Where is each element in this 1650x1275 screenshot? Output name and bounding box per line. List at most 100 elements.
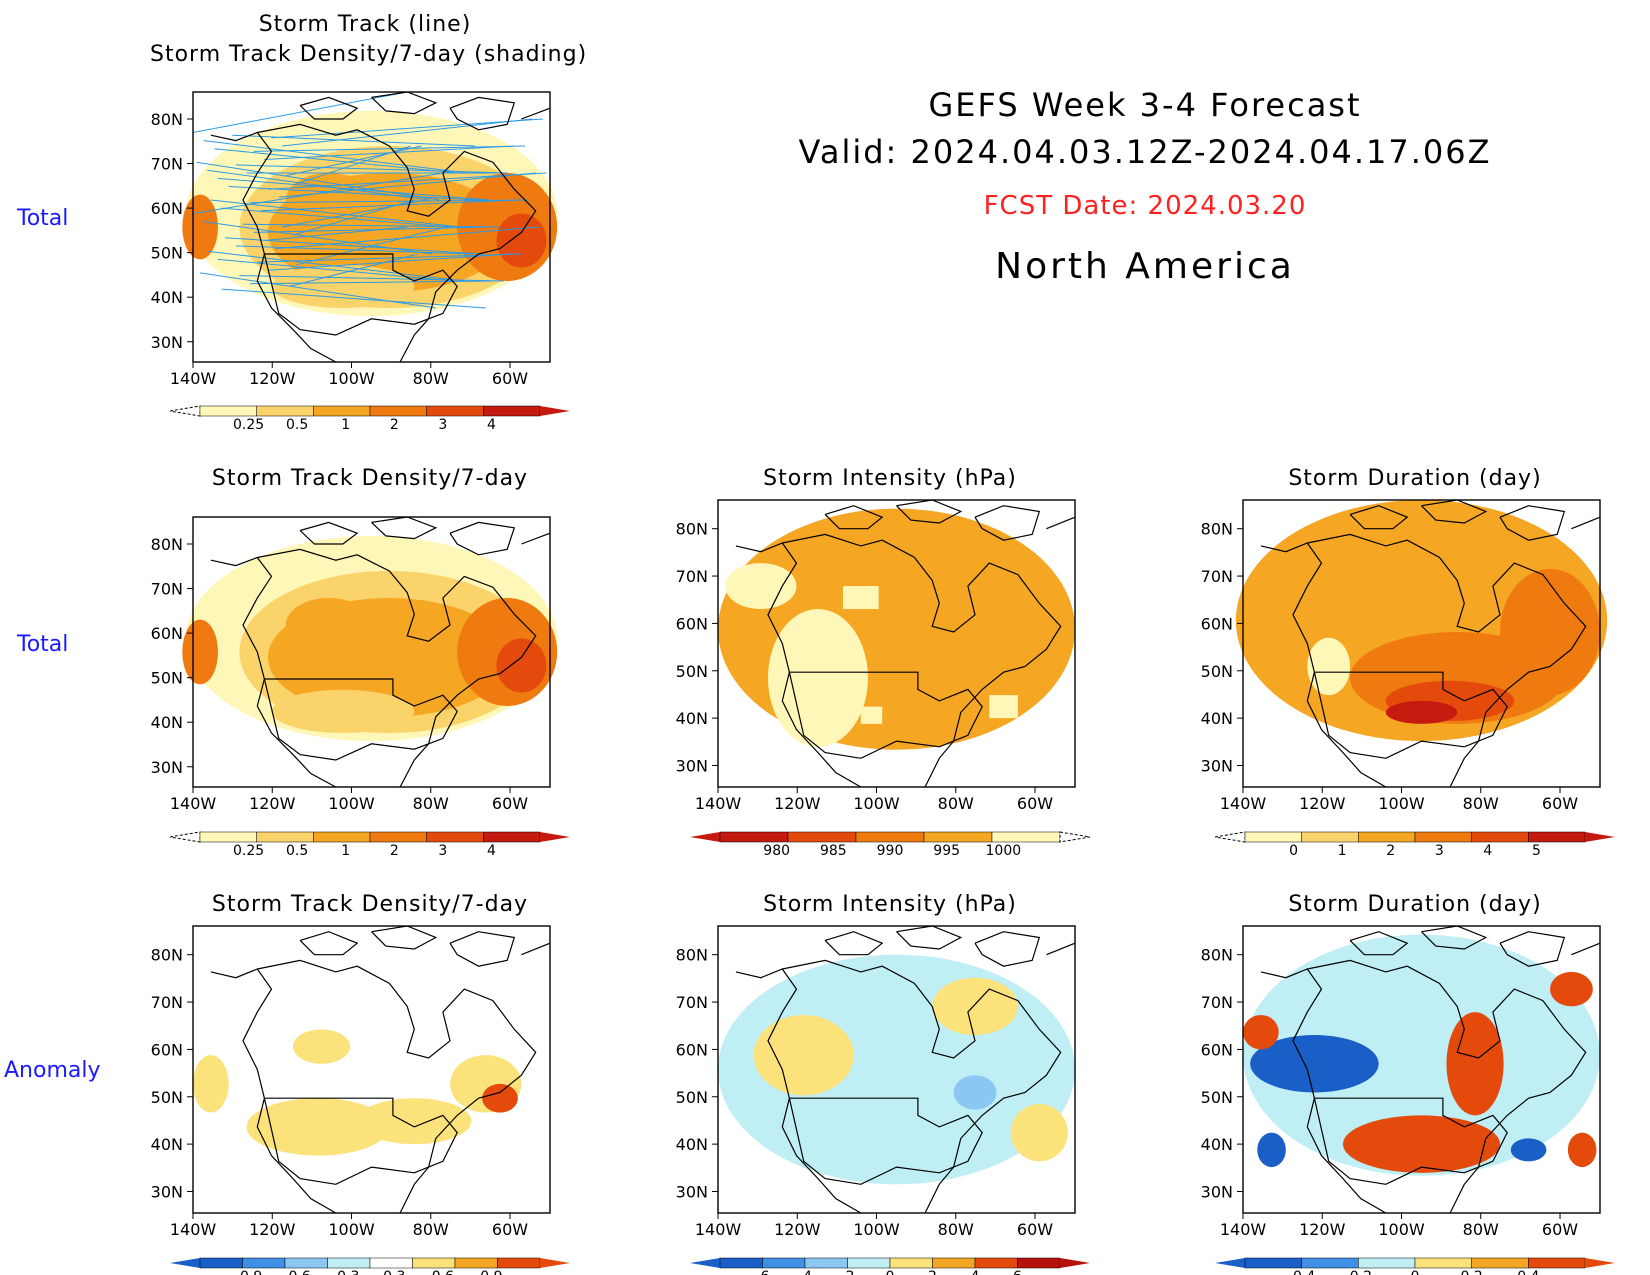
colorbar-label: 0.5: [286, 417, 308, 433]
colorbar-label: -0.6: [283, 1269, 310, 1275]
lat-tick-label: 40N: [676, 1135, 708, 1154]
lat-tick-label: 50N: [676, 1088, 708, 1107]
lon-tick-label: 120W: [1299, 1220, 1346, 1239]
colorbar-swatch: [847, 1257, 891, 1269]
storm-track-line: [282, 199, 426, 228]
shading-region: [1500, 568, 1600, 696]
map-frame: [192, 925, 551, 1214]
colorbar-arrow-right: [1585, 1258, 1615, 1268]
lat-tick-label: 30N: [151, 1182, 183, 1201]
colorbar-swatch: [497, 1257, 541, 1269]
storm-track-line: [250, 199, 529, 204]
colorbar-arrow-left: [1215, 1258, 1245, 1268]
lon-tick-label: 120W: [249, 369, 296, 388]
lon-tick-label: 60W: [492, 1220, 528, 1239]
coastline: [1571, 942, 1601, 956]
colorbar-label: 0: [1289, 843, 1298, 859]
colorbar-label: -2: [841, 1269, 855, 1275]
lon-tick-label: 120W: [249, 794, 296, 813]
colorbar-swatch: [719, 1257, 763, 1269]
lat-tick-label: 60N: [676, 614, 708, 633]
storm-track-line: [264, 226, 408, 241]
coastline: [1421, 925, 1488, 950]
map-duration-total: 80N 70N 60N 50N 40N 30N 140W 120W 100W 80W 60W: [1201, 499, 1608, 813]
shading-region: [932, 977, 1018, 1036]
coastline: [210, 556, 337, 788]
colorbar-arrow-left: [170, 831, 201, 843]
lat-tick-label: 30N: [1201, 1182, 1233, 1201]
colorbar-swatch: [1244, 1257, 1302, 1269]
colorbar-label: 1: [341, 843, 350, 859]
map-frame: [192, 91, 551, 363]
coastline: [257, 123, 537, 363]
coastline: [896, 499, 963, 524]
lon-tick-label: 60W: [1017, 794, 1053, 813]
lat-tick-label: 40N: [1201, 1135, 1233, 1154]
coastline: [824, 505, 884, 530]
colorbar-swatch: [1017, 1257, 1061, 1269]
colorbar-swatch: [313, 405, 371, 417]
map-track: 80N 70N 60N 50N 40N 30N 140W 120W 100W 80W 60W: [151, 91, 558, 388]
coastline: [1046, 516, 1076, 530]
colorbar-swatch: [199, 405, 257, 417]
lat-tick-label: 80N: [151, 110, 183, 129]
lat-tick-label: 70N: [151, 993, 183, 1012]
map-duration-total-svg: 80N 70N 60N 50N 40N 30N 140W 120W 100W 80W 60W: [1201, 499, 1608, 813]
shading-region: [285, 598, 372, 652]
colorbar-label: 4: [487, 417, 496, 433]
colorbar-label: 2: [390, 843, 399, 859]
colorbar-swatch: [284, 1257, 328, 1269]
colorbar-swatch: [1301, 1257, 1359, 1269]
shading-region: [753, 1014, 854, 1096]
shading-cell: [842, 586, 879, 610]
row-label-total-2: Total: [17, 632, 69, 657]
colorbar-label: 3: [438, 417, 447, 433]
lon-tick-label: 80W: [413, 1220, 449, 1239]
us-border: [1313, 1097, 1508, 1185]
storm-track-line: [296, 226, 447, 266]
map-frame: [192, 516, 551, 788]
colorbar-label: -0.2: [1345, 1269, 1372, 1275]
us-border: [788, 671, 983, 759]
colorbar-swatch: [889, 1257, 933, 1269]
colorbar-swatch: [1471, 831, 1529, 843]
lat-tick-label: 30N: [151, 333, 183, 352]
colorbar-label: 1: [1338, 843, 1347, 859]
colorbar-swatch: [242, 1257, 286, 1269]
coastline: [735, 968, 862, 1214]
colorbar-swatch: [369, 831, 427, 843]
coastline: [521, 532, 551, 545]
shading-region: [182, 619, 218, 685]
density-total-title: Storm Track Density/7-day: [211, 466, 529, 491]
colorbar-swatch: [369, 405, 427, 417]
map-intensity-total-svg: 80N 70N 60N 50N 40N 30N 140W 120W 100W 80W 60W: [676, 499, 1076, 813]
lat-tick-label: 30N: [676, 756, 708, 775]
lon-tick-label: 120W: [774, 794, 821, 813]
coastline: [782, 533, 1062, 788]
colorbar-swatch: [787, 831, 857, 843]
lon-tick-label: 140W: [695, 794, 742, 813]
coastline: [1421, 499, 1488, 524]
shading-cell: [860, 706, 883, 724]
shading-region: [1567, 1132, 1597, 1168]
intensity-total-title: Storm Intensity (hPa): [763, 466, 1017, 491]
storm-track-line: [196, 161, 440, 201]
lon-tick-label: 80W: [1463, 1220, 1499, 1239]
colorbar-arrow-right: [540, 832, 570, 842]
colorbar-swatch: [719, 831, 789, 843]
colorbar-label: 4: [971, 1269, 980, 1275]
coastline: [1307, 533, 1587, 788]
colorbar-swatch: [1528, 831, 1586, 843]
storm-track-line: [200, 272, 436, 309]
lat-tick-label: 60N: [151, 624, 183, 643]
lon-tick-label: 60W: [492, 794, 528, 813]
colorbar-label: -0.4: [1288, 1269, 1315, 1275]
colorbar-swatch: [1244, 831, 1302, 843]
colorbar-label: 1000: [986, 843, 1022, 859]
lon-tick-label: 80W: [938, 1220, 974, 1239]
coastline: [974, 931, 1041, 967]
lat-tick-label: 50N: [676, 662, 708, 681]
coastline: [974, 505, 1041, 541]
track-title-line2: Storm Track Density/7-day (shading): [150, 42, 588, 67]
coastline: [210, 131, 337, 363]
